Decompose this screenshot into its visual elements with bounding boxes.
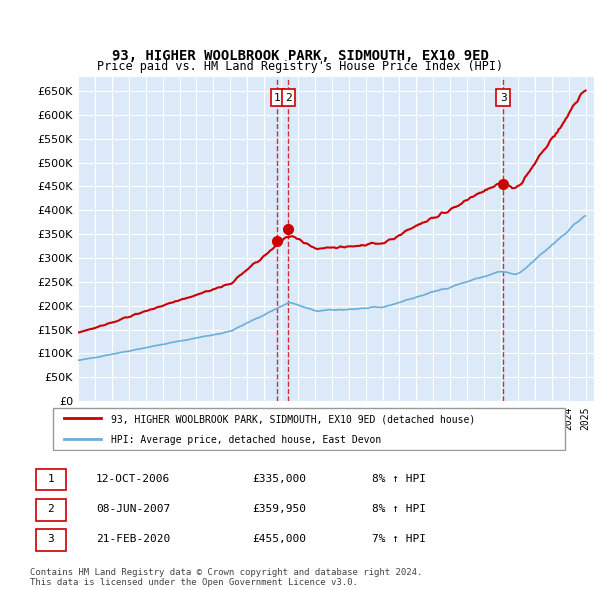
FancyBboxPatch shape (53, 408, 565, 451)
FancyBboxPatch shape (36, 499, 66, 520)
Text: 8% ↑ HPI: 8% ↑ HPI (372, 474, 426, 484)
Text: 2: 2 (47, 504, 55, 514)
Text: 08-JUN-2007: 08-JUN-2007 (96, 504, 170, 514)
Text: 12-OCT-2006: 12-OCT-2006 (96, 474, 170, 484)
Text: 3: 3 (500, 93, 506, 103)
Text: £335,000: £335,000 (252, 474, 306, 484)
Text: 21-FEB-2020: 21-FEB-2020 (96, 534, 170, 544)
Text: £359,950: £359,950 (252, 504, 306, 514)
FancyBboxPatch shape (36, 529, 66, 550)
Text: 1: 1 (47, 474, 55, 484)
FancyBboxPatch shape (36, 469, 66, 490)
Text: 2: 2 (285, 93, 292, 103)
Text: 3: 3 (47, 534, 55, 544)
Text: 93, HIGHER WOOLBROOK PARK, SIDMOUTH, EX10 9ED: 93, HIGHER WOOLBROOK PARK, SIDMOUTH, EX1… (112, 49, 488, 63)
Text: This data is licensed under the Open Government Licence v3.0.: This data is licensed under the Open Gov… (30, 578, 358, 587)
Text: Contains HM Land Registry data © Crown copyright and database right 2024.: Contains HM Land Registry data © Crown c… (30, 568, 422, 577)
Text: 8% ↑ HPI: 8% ↑ HPI (372, 504, 426, 514)
Text: £455,000: £455,000 (252, 534, 306, 544)
Text: 1: 1 (274, 93, 281, 103)
Text: HPI: Average price, detached house, East Devon: HPI: Average price, detached house, East… (112, 435, 382, 445)
Text: Price paid vs. HM Land Registry's House Price Index (HPI): Price paid vs. HM Land Registry's House … (97, 60, 503, 73)
Text: 7% ↑ HPI: 7% ↑ HPI (372, 534, 426, 544)
Text: 93, HIGHER WOOLBROOK PARK, SIDMOUTH, EX10 9ED (detached house): 93, HIGHER WOOLBROOK PARK, SIDMOUTH, EX1… (112, 415, 476, 424)
